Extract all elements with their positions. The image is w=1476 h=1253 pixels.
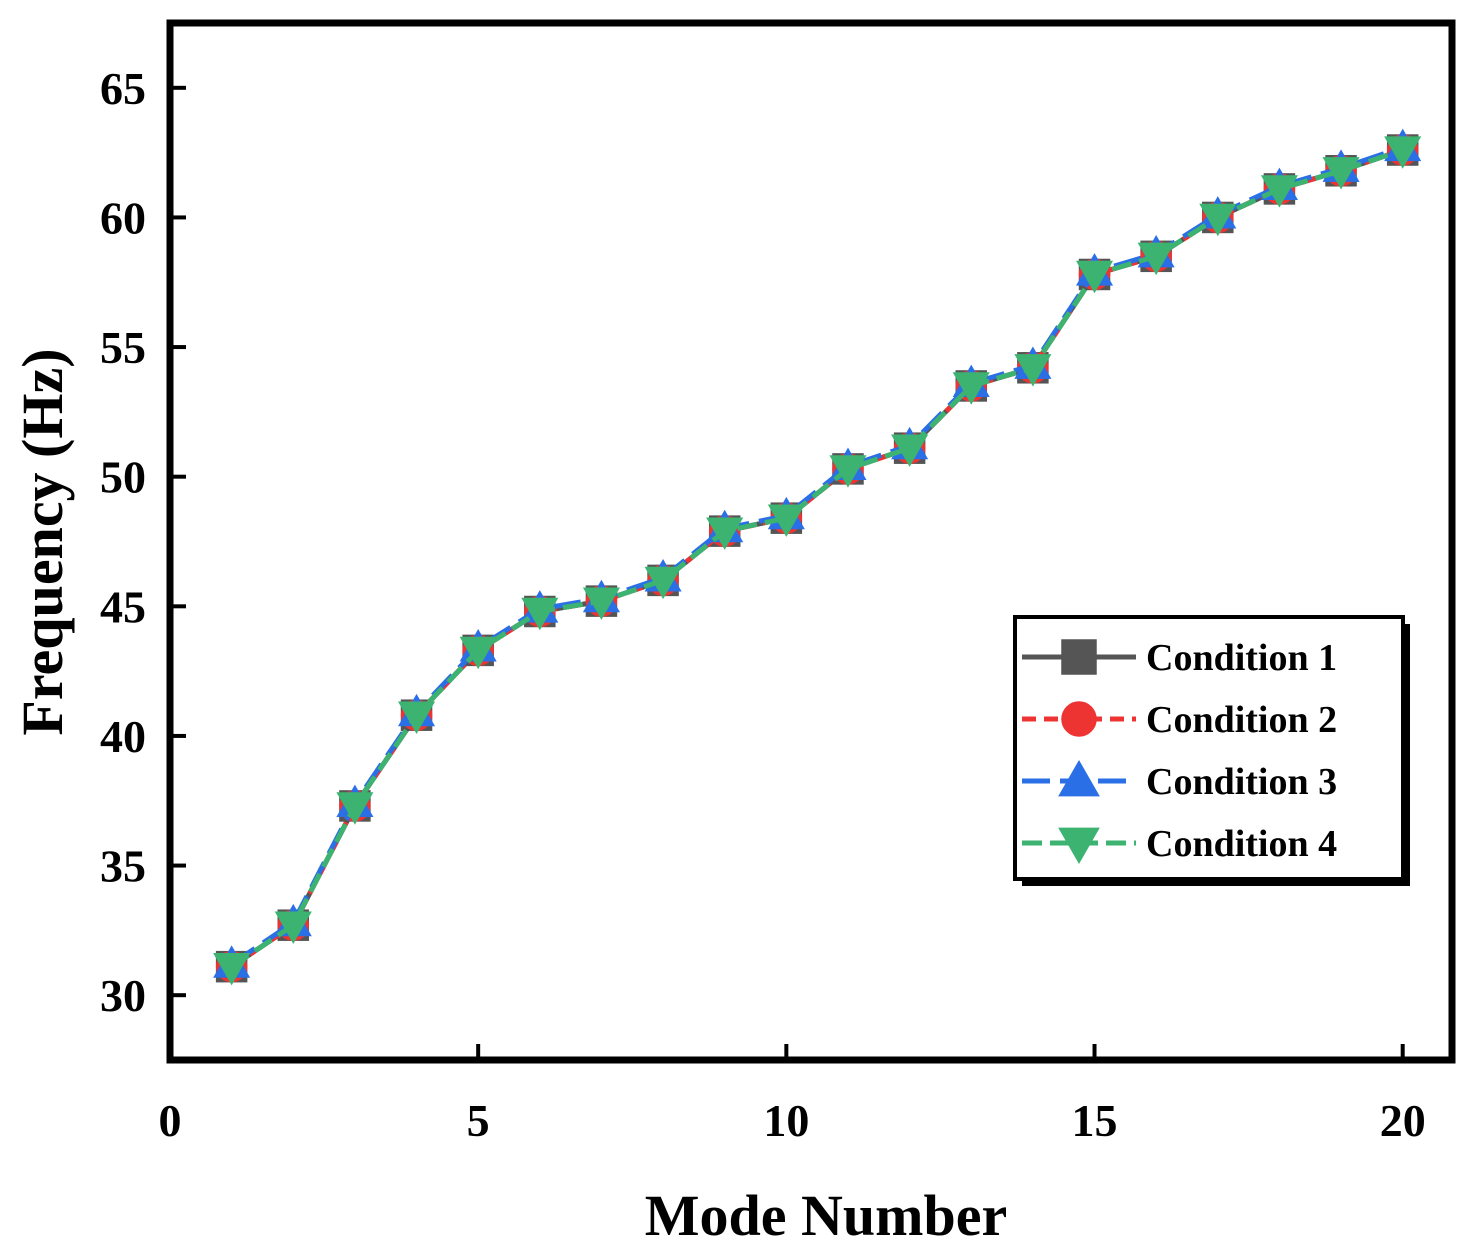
y-tick-label: 50 bbox=[100, 452, 146, 503]
x-tick-label: 20 bbox=[1380, 1095, 1426, 1146]
legend-swatch-condition-1 bbox=[1022, 639, 1136, 675]
data-point bbox=[952, 372, 990, 405]
data-point bbox=[1199, 203, 1237, 237]
data-point bbox=[767, 504, 805, 537]
legend-item-condition-1: Condition 1 bbox=[1022, 637, 1337, 679]
y-tick-label: 35 bbox=[100, 841, 146, 892]
data-point bbox=[1014, 354, 1052, 387]
data-point bbox=[891, 434, 929, 467]
data-point bbox=[1075, 260, 1114, 294]
legend-item-condition-2: Condition 2 bbox=[1022, 699, 1337, 741]
y-tick-label: 45 bbox=[100, 581, 146, 632]
legend-swatch-condition-4 bbox=[1022, 827, 1136, 865]
legend-label-condition-1: Condition 1 bbox=[1146, 637, 1337, 679]
data-point bbox=[213, 952, 251, 986]
y-axis-title: Frequency (Hz) bbox=[10, 348, 75, 735]
legend-marker bbox=[1061, 701, 1097, 737]
legend-label-condition-3: Condition 3 bbox=[1146, 761, 1337, 803]
x-axis-title: Mode Number bbox=[645, 1183, 1007, 1248]
plot-frame bbox=[166, 19, 1456, 1064]
legend: Condition 1 Condition 2 Condition 3 Cond… bbox=[1013, 615, 1410, 886]
y-tick-label: 30 bbox=[100, 970, 146, 1021]
x-tick-label: 0 bbox=[159, 1095, 182, 1146]
y-tick-label: 60 bbox=[100, 192, 146, 243]
x-tick-label: 5 bbox=[467, 1095, 490, 1146]
data-point bbox=[459, 636, 497, 670]
y-tick-label: 65 bbox=[100, 63, 146, 114]
y-tick-label: 40 bbox=[100, 711, 146, 762]
data-point bbox=[1322, 157, 1360, 190]
legend-label-condition-4: Condition 4 bbox=[1146, 823, 1337, 865]
y-tick-label: 55 bbox=[100, 322, 146, 373]
x-tick-label: 15 bbox=[1072, 1095, 1118, 1146]
legend-label-condition-2: Condition 2 bbox=[1146, 699, 1337, 741]
data-point bbox=[336, 792, 374, 825]
axes-layer bbox=[166, 19, 1456, 1064]
ticks-layer: 0 5 10 15 20 30 35 40 45 50 55 60 65 bbox=[100, 63, 1426, 1146]
series-condition-4 bbox=[213, 136, 1422, 986]
legend-marker bbox=[1058, 759, 1100, 797]
data-point bbox=[706, 517, 744, 550]
data-point bbox=[644, 566, 682, 600]
legend-marker bbox=[1058, 827, 1100, 865]
data-point bbox=[1260, 175, 1298, 208]
data-point bbox=[521, 597, 559, 631]
series-line bbox=[230, 147, 1404, 969]
data-point bbox=[1384, 136, 1422, 169]
data-point bbox=[582, 587, 620, 620]
data-point bbox=[397, 701, 436, 734]
data-point bbox=[829, 455, 867, 488]
legend-swatch-condition-3 bbox=[1022, 759, 1136, 797]
data-point bbox=[274, 911, 312, 944]
legend-marker bbox=[1061, 639, 1097, 675]
legend-item-condition-4: Condition 4 bbox=[1022, 823, 1337, 865]
legend-swatch-condition-2 bbox=[1022, 701, 1136, 737]
series-layer bbox=[213, 128, 1422, 986]
legend-item-condition-3: Condition 3 bbox=[1022, 759, 1337, 803]
x-tick-label: 10 bbox=[763, 1095, 809, 1146]
data-point bbox=[1137, 242, 1175, 276]
